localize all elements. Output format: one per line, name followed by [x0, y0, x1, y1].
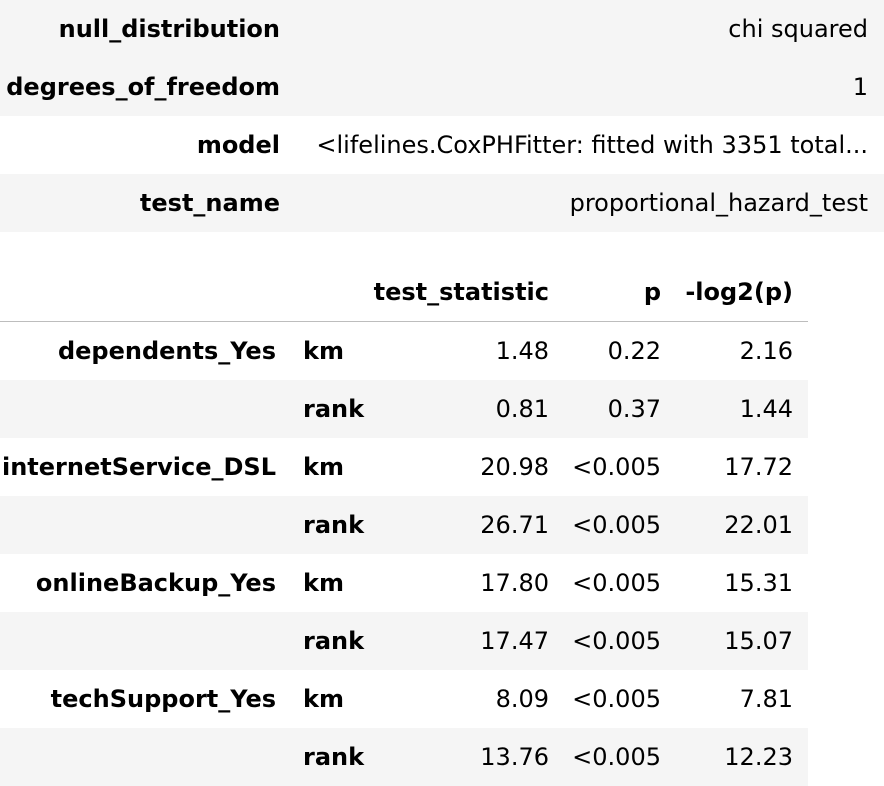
covariate-label: onlineBackup_Yes — [35, 569, 276, 597]
table-row: rank 0.81 0.37 1.44 — [0, 380, 808, 438]
log2p-value: 1.44 — [739, 395, 793, 423]
p-value: 0.37 — [607, 395, 661, 423]
log2p-value: 12.23 — [724, 743, 793, 771]
log2p-value: 15.31 — [724, 569, 793, 597]
column-header-p: p — [643, 278, 661, 306]
summary-value: <lifelines.CoxPHFitter: fitted with 3351… — [316, 131, 868, 159]
table-row: rank 17.47 <0.005 15.07 — [0, 612, 808, 670]
test-statistic-value: 26.71 — [480, 511, 549, 539]
p-value: <0.005 — [572, 511, 661, 539]
summary-row-model: model <lifelines.CoxPHFitter: fitted wit… — [0, 116, 884, 174]
p-value: <0.005 — [572, 569, 661, 597]
column-header-test-statistic: test_statistic — [373, 278, 549, 306]
covariate-label: techSupport_Yes — [50, 685, 276, 713]
table-row: rank 26.71 <0.005 22.01 — [0, 496, 808, 554]
p-value: <0.005 — [572, 453, 661, 481]
results-header: test_statistic p -log2(p) — [0, 263, 808, 322]
transform-label: km — [303, 453, 344, 481]
column-header-log2p: -log2(p) — [685, 278, 793, 306]
p-value: 0.22 — [607, 337, 661, 365]
test-statistic-value: 17.80 — [480, 569, 549, 597]
p-value: <0.005 — [572, 685, 661, 713]
transform-label: rank — [303, 511, 365, 539]
summary-row-degrees-of-freedom: degrees_of_freedom 1 — [0, 58, 884, 116]
log2p-value: 15.07 — [724, 627, 793, 655]
test-statistic-value: 20.98 — [480, 453, 549, 481]
table-row: techSupport_Yes km 8.09 <0.005 7.81 — [0, 670, 808, 728]
summary-key: degrees_of_freedom — [6, 73, 280, 101]
p-value: <0.005 — [572, 627, 661, 655]
table-row: onlineBackup_Yes km 17.80 <0.005 15.31 — [0, 554, 808, 612]
summary-table: null_distribution chi squared degrees_of… — [0, 0, 884, 232]
transform-label: km — [303, 337, 344, 365]
test-statistic-value: 1.48 — [495, 337, 549, 365]
table-row: internetService_DSL km 20.98 <0.005 17.7… — [0, 438, 808, 496]
covariate-label: dependents_Yes — [57, 337, 276, 365]
transform-label: km — [303, 685, 344, 713]
summary-row-test-name: test_name proportional_hazard_test — [0, 174, 884, 232]
summary-value: 1 — [852, 73, 868, 101]
test-statistic-value: 13.76 — [480, 743, 549, 771]
results-table: test_statistic p -log2(p) dependents_Yes… — [0, 263, 808, 786]
transform-label: km — [303, 569, 344, 597]
covariate-label: internetService_DSL — [1, 453, 276, 481]
summary-value: proportional_hazard_test — [569, 189, 868, 217]
table-row: dependents_Yes km 1.48 0.22 2.16 — [0, 322, 808, 380]
summary-key: model — [196, 131, 280, 159]
table-row: rank 13.76 <0.005 12.23 — [0, 728, 808, 786]
test-statistic-value: 0.81 — [495, 395, 549, 423]
log2p-value: 22.01 — [724, 511, 793, 539]
transform-label: rank — [303, 743, 365, 771]
p-value: <0.005 — [572, 743, 661, 771]
test-statistic-value: 8.09 — [495, 685, 549, 713]
log2p-value: 2.16 — [739, 337, 793, 365]
summary-value: chi squared — [728, 15, 868, 43]
summary-key: test_name — [139, 189, 280, 217]
transform-label: rank — [303, 627, 365, 655]
log2p-value: 17.72 — [724, 453, 793, 481]
log2p-value: 7.81 — [739, 685, 793, 713]
summary-row-null-distribution: null_distribution chi squared — [0, 0, 884, 58]
transform-label: rank — [303, 395, 365, 423]
test-statistic-value: 17.47 — [480, 627, 549, 655]
summary-key: null_distribution — [58, 15, 280, 43]
